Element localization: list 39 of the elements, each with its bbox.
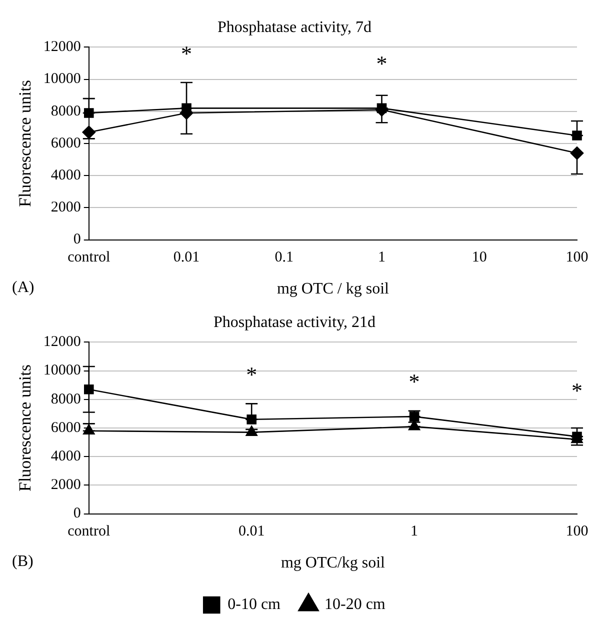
y-axis-title: Fluorescence units (16, 80, 35, 207)
annotation: * (572, 378, 582, 403)
y-tick-label: 6000 (50, 420, 81, 436)
x-tick-label: 10 (472, 250, 487, 266)
y-tick-label: 8000 (50, 391, 81, 408)
y-tick-label: 2000 (50, 200, 81, 216)
x-tick-label: 0.01 (238, 524, 265, 540)
chart-title: Phosphatase activity, 7d (217, 18, 372, 36)
annotation: * (181, 40, 192, 66)
y-axis-title: Fluorescence units (16, 364, 35, 492)
y-tick-label: 2000 (50, 477, 81, 494)
y-tick-label: 4000 (50, 448, 81, 465)
x-axis-title: mg OTC/kg soil (280, 554, 386, 572)
y-tick-label: 4000 (50, 168, 81, 184)
legend-label: 10-20 cm (324, 596, 386, 614)
x-tick-label: 100 (566, 250, 588, 266)
x-tick-label: 100 (566, 524, 588, 540)
annotation: * (376, 50, 388, 76)
y-tick-label: 6000 (50, 135, 81, 152)
x-tick-label: control (68, 524, 110, 540)
annotation: * (246, 362, 258, 387)
chart-title: Phosphatase activity, 21d (213, 314, 376, 331)
x-axis-title: mg OTC / kg soil (276, 280, 390, 298)
y-tick-label: 8000 (50, 103, 81, 120)
x-tick-label: control (68, 250, 110, 266)
y-tick-label: 12000 (43, 39, 81, 56)
y-tick-label: 10000 (43, 71, 81, 88)
x-tick-label: 1 (378, 250, 386, 266)
text: (B) (12, 553, 34, 570)
y-tick-label: 12000 (43, 334, 81, 350)
text: (A) (12, 279, 34, 296)
x-tick-label: 0.01 (173, 250, 200, 266)
x-tick-label: 0.1 (274, 250, 294, 266)
y-tick-label: 10000 (43, 362, 81, 379)
annotation: * (408, 368, 420, 394)
x-tick-label: 1 (410, 524, 418, 540)
legend-label: 0-10 cm (228, 596, 282, 614)
y-tick-label: 0 (73, 232, 81, 248)
y-tick-label: 0 (73, 506, 81, 522)
